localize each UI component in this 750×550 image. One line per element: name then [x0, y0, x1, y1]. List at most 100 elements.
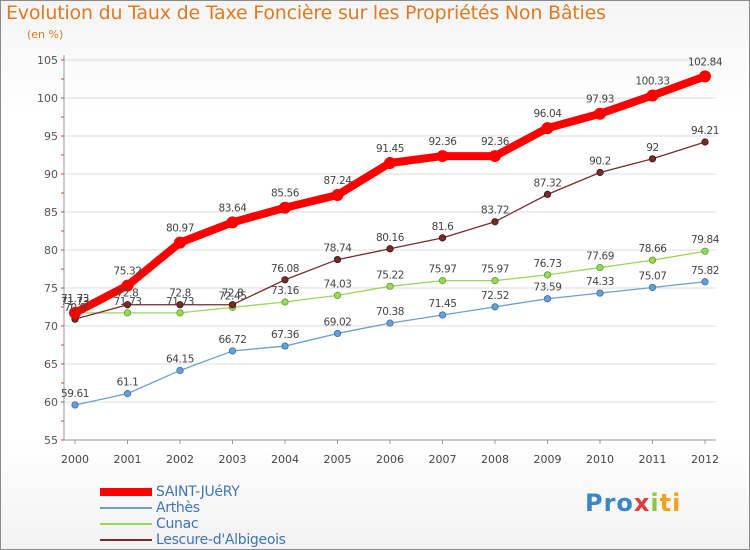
legend-swatch-arthes [100, 507, 152, 509]
logo-part-3: i [650, 489, 660, 517]
data-label-cunac-2010: 77.69 [586, 251, 614, 263]
data-label-cunac-2012: 79.84 [691, 234, 720, 246]
x-tick-label-2006: 2006 [376, 453, 404, 466]
x-tick-label-2009: 2009 [534, 453, 562, 466]
legend-item-lescure: Lescure-d'Albigeois [100, 532, 286, 548]
point-lescure-2005 [333, 255, 342, 264]
point-cunac-2011 [648, 256, 657, 264]
point-arthes-2012 [701, 278, 709, 286]
point-arthes-2010 [596, 289, 604, 297]
data-label-saint-juery-2006: 91.45 [376, 143, 404, 155]
point-cunac-2012 [701, 247, 709, 255]
data-label-cunac-2004: 73.16 [271, 285, 300, 297]
data-label-arthes-2001: 61.1 [117, 377, 139, 389]
point-lescure-2004 [281, 276, 289, 284]
point-cunac-2009 [543, 271, 552, 279]
point-saint-juery-2001 [121, 279, 134, 292]
data-label-saint-juery-2007: 92.36 [428, 136, 457, 148]
y-tick-label-65: 65 [44, 358, 58, 371]
data-label-cunac-2007: 75.97 [428, 264, 456, 276]
point-lescure-2007 [438, 234, 447, 242]
point-saint-juery-2012 [699, 70, 711, 83]
data-label-saint-juery-2000: 71.73 [61, 293, 89, 305]
point-lescure-2010 [596, 168, 604, 177]
data-label-lescure-2012: 94.21 [691, 125, 719, 137]
point-cunac-2001 [123, 309, 132, 317]
y-tick-label-60: 60 [44, 396, 58, 409]
data-label-cunac-2009: 76.73 [533, 258, 561, 270]
data-label-saint-juery-2011: 100.33 [635, 75, 669, 87]
data-label-lescure-2009: 87.32 [533, 177, 561, 189]
point-arthes-2009 [543, 295, 552, 303]
point-arthes-2003 [228, 347, 237, 355]
point-lescure-2002 [176, 301, 184, 309]
legend-label-cunac: Cunac [156, 516, 199, 532]
x-tick-label-2012: 2012 [691, 453, 719, 466]
x-tick-label-2010: 2010 [586, 453, 614, 466]
point-arthes-2008 [491, 303, 499, 311]
legend-swatch-lescure [100, 539, 152, 541]
legend-swatch-cunac [100, 523, 152, 525]
point-saint-juery-2010 [594, 107, 606, 120]
data-label-arthes-2007: 71.45 [428, 298, 456, 310]
point-cunac-2004 [281, 298, 289, 306]
point-saint-juery-2008 [489, 150, 501, 163]
logo-part-4: ti [659, 489, 682, 517]
point-lescure-2001 [123, 301, 132, 309]
x-tick-label-2003: 2003 [219, 453, 247, 466]
data-label-cunac-2002: 71.73 [166, 296, 194, 308]
data-label-saint-juery-2005: 87.24 [323, 175, 352, 187]
data-label-lescure-2006: 80.16 [376, 232, 405, 244]
data-label-saint-juery-2001: 75.32 [113, 266, 141, 278]
x-tick-label-2004: 2004 [271, 453, 299, 466]
x-tick-label-2002: 2002 [166, 453, 194, 466]
y-tick-label-100: 100 [37, 92, 58, 105]
data-label-lescure-2001: 72.8 [117, 288, 139, 300]
data-label-saint-juery-2008: 92.36 [481, 136, 510, 148]
point-arthes-2007 [438, 311, 447, 319]
point-lescure-2011 [648, 155, 657, 163]
data-label-arthes-2012: 75.82 [691, 265, 719, 277]
y-tick-label-55: 55 [44, 434, 58, 447]
data-label-arthes-2010: 74.33 [586, 276, 614, 288]
data-label-arthes-2009: 73.59 [533, 282, 561, 294]
data-label-lescure-2000: 70.9 [64, 302, 86, 314]
data-label-lescure-2003: 72.8 [222, 288, 244, 300]
legend-label-lescure: Lescure-d'Albigeois [156, 532, 286, 548]
point-cunac-2008 [491, 277, 499, 285]
point-arthes-2011 [648, 283, 657, 292]
proxiti-logo: Proxiti [585, 489, 681, 517]
point-lescure-2009 [543, 190, 552, 198]
y-tick-label-105: 105 [37, 54, 58, 67]
x-tick-label-2005: 2005 [324, 453, 352, 466]
data-label-saint-juery-2002: 80.97 [166, 223, 194, 235]
point-lescure-2012 [701, 138, 709, 146]
point-saint-juery-2002 [174, 236, 186, 249]
data-label-arthes-2004: 67.36 [271, 329, 300, 341]
data-label-cunac-2005: 74.03 [323, 278, 351, 290]
data-label-lescure-2008: 83.72 [481, 205, 509, 217]
y-tick-label-90: 90 [44, 168, 58, 181]
point-cunac-2007 [438, 277, 447, 285]
chart-title: Evolution du Taux de Taxe Foncière sur l… [6, 2, 606, 24]
point-arthes-2001 [123, 390, 132, 398]
data-label-arthes-2003: 66.72 [218, 334, 246, 346]
data-label-lescure-2011: 92 [646, 142, 659, 154]
data-label-cunac-2001: 71.73 [113, 296, 141, 308]
data-label-arthes-2000: 59.61 [61, 388, 89, 400]
legend-item-saint-juery: SAINT-JUéRY [100, 484, 286, 500]
point-arthes-2002 [176, 366, 184, 375]
point-saint-juery-2011 [646, 89, 659, 102]
y-tick-label-80: 80 [44, 244, 58, 257]
x-tick-label-2000: 2000 [61, 453, 89, 466]
point-arthes-2000 [71, 401, 79, 409]
point-cunac-2010 [596, 263, 604, 272]
point-saint-juery-2006 [384, 156, 396, 169]
point-cunac-2006 [386, 282, 394, 290]
y-tick-label-85: 85 [44, 206, 58, 219]
y-tick-label-75: 75 [44, 282, 58, 295]
data-label-cunac-2003: 72.45 [218, 290, 246, 302]
x-tick-label-2011: 2011 [639, 453, 667, 466]
data-label-saint-juery-2010: 97.93 [586, 94, 614, 106]
